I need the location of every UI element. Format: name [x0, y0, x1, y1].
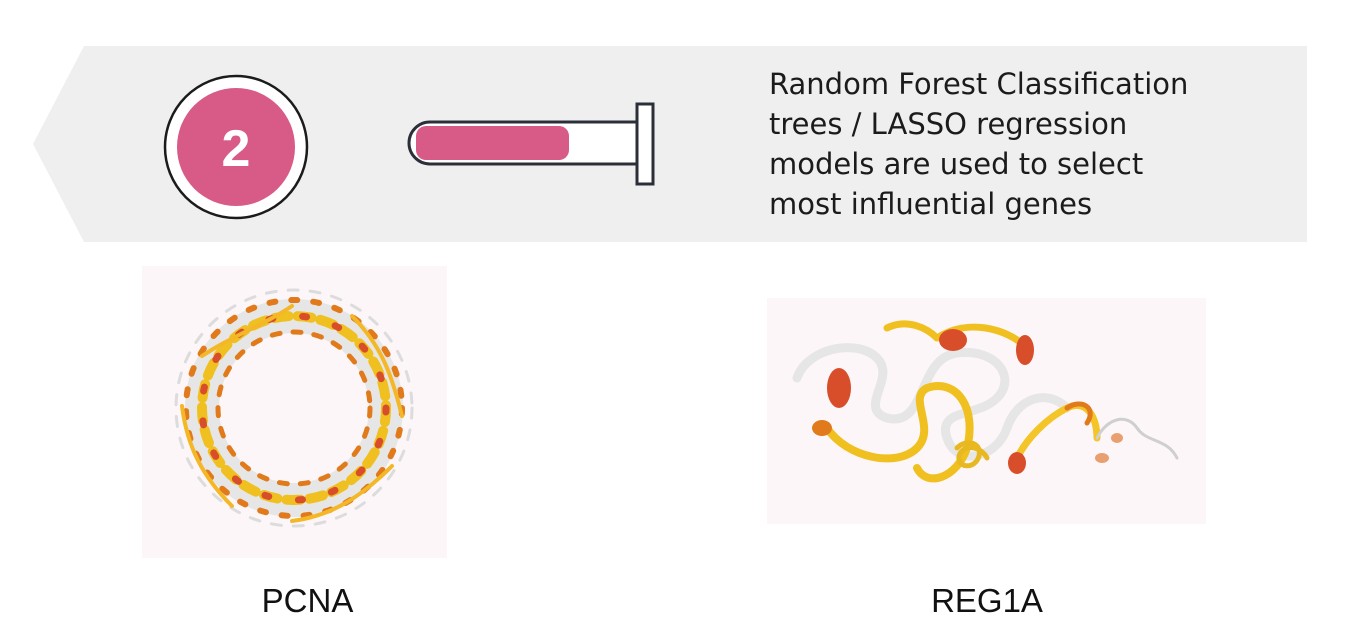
step-banner: 2 Random Forest Classification trees / L…	[0, 0, 1346, 260]
tube-cap	[635, 102, 655, 186]
protein-ring-structure-icon	[174, 288, 414, 528]
banner-arrow-shape	[33, 46, 1307, 242]
step-number: 2	[222, 120, 251, 178]
step-description: Random Forest Classification trees / LAS…	[769, 67, 1189, 221]
step-banner-graphic: 2	[33, 46, 1307, 242]
protein-label-reg1a: REG1A	[931, 582, 1043, 619]
reg1a-structure-image	[767, 298, 1206, 524]
progress-fill	[416, 126, 569, 160]
progress-tube-icon	[407, 102, 655, 186]
step-number-badge: 2	[163, 74, 309, 220]
pcna-structure-image	[142, 266, 447, 558]
protein-label-pcna: PCNA	[261, 582, 354, 619]
protein-ribbon-structure-icon	[792, 320, 1179, 483]
